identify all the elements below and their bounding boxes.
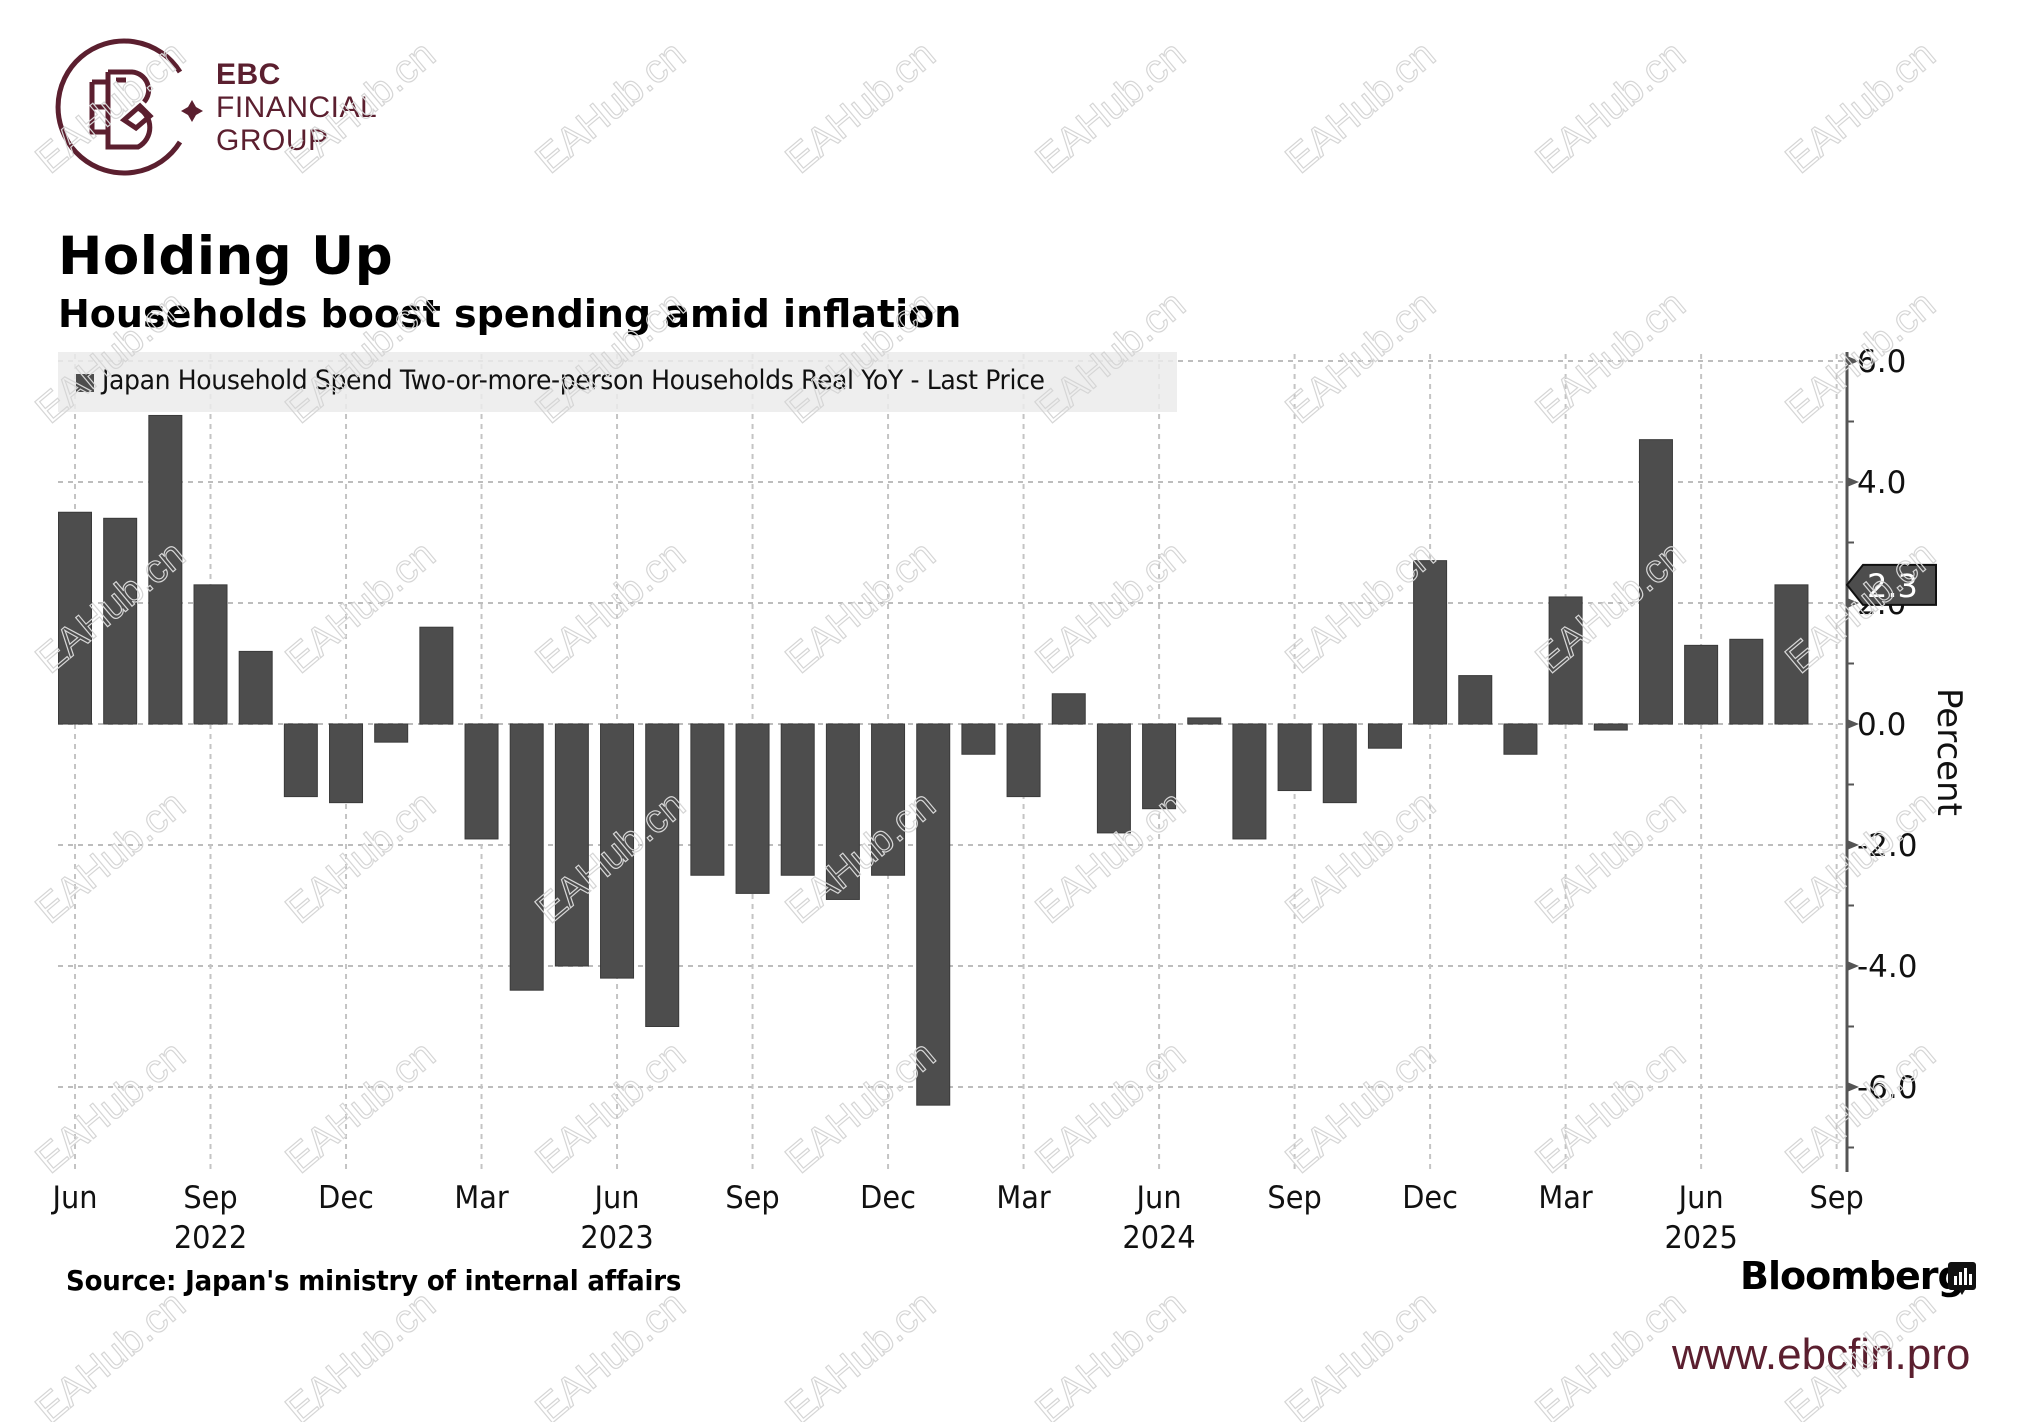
bar-2024-01 <box>916 723 951 1106</box>
last-value-tag-label: 2.3 <box>1867 567 1918 605</box>
last-value-tag: 2.3 <box>1845 563 1937 606</box>
legend-swatch <box>76 374 94 392</box>
bar-2025-03 <box>1548 596 1583 725</box>
bar-2024-09 <box>1277 723 1312 792</box>
bar-2023-02 <box>419 626 454 725</box>
bar-2024-03 <box>1006 723 1041 798</box>
x-tick-label: Sep <box>183 1180 237 1216</box>
y-tick-label: 6.0 <box>1857 344 1906 380</box>
bar-2022-12 <box>329 723 364 804</box>
bar-2023-09 <box>735 723 770 894</box>
bar-2023-08 <box>690 723 725 876</box>
bar-2025-05 <box>1638 439 1673 725</box>
y-tick-label: -6.0 <box>1857 1070 1918 1106</box>
chart-subtitle: Households boost spending amid inflation <box>58 292 962 336</box>
x-year-label: 2023 <box>580 1220 653 1256</box>
bar-2024-07 <box>1187 717 1222 725</box>
x-tick-label: Jun <box>1135 1180 1182 1216</box>
legend: Japan Household Spend Two-or-more-person… <box>58 352 1177 412</box>
y-major-tick <box>1847 961 1859 971</box>
bar-2025-02 <box>1503 723 1538 755</box>
bar-2025-06 <box>1684 644 1719 725</box>
bar-2024-10 <box>1322 723 1357 804</box>
x-year-label: 2022 <box>174 1220 247 1256</box>
brand-name: EBC FINANCIAL GROUP <box>216 58 377 157</box>
bar-2024-12 <box>1413 560 1448 725</box>
bar-2024-02 <box>961 723 996 755</box>
bar-2023-06 <box>600 723 635 979</box>
bar-2024-05 <box>1096 723 1131 834</box>
legend-label: Japan Household Spend Two-or-more-person… <box>102 365 1045 396</box>
bar-2023-11 <box>825 723 860 900</box>
x-tick-label: Mar <box>454 1180 509 1216</box>
bar-2025-04 <box>1593 723 1628 731</box>
last-value-tag-shape <box>1845 563 1937 606</box>
y-axis-title: Percent <box>1929 688 1969 816</box>
bloomberg-chart-icon <box>1948 1262 1976 1295</box>
y-major-tick <box>1847 840 1859 850</box>
bar-2024-06 <box>1142 723 1177 810</box>
y-tick-label: -4.0 <box>1857 949 1918 985</box>
bar-2023-04 <box>509 723 544 991</box>
y-major-tick <box>1847 598 1859 608</box>
brand-name-line1: EBC <box>216 58 281 91</box>
publisher-logo: Bloomberg <box>1740 1254 1965 1298</box>
x-axis: Jun Sep 2022 Dec Mar Jun 2023 Sep Dec Mar Jun 2024 S… <box>51 1180 1864 1256</box>
source-note: Source: Japan's ministry of internal aff… <box>66 1264 682 1297</box>
bar-2023-03 <box>464 723 499 840</box>
bar-2024-08 <box>1232 723 1267 840</box>
x-tick-label: Dec <box>860 1180 916 1216</box>
bar-2022-07 <box>103 517 138 725</box>
website-url[interactable]: www.ebcfin.pro <box>1672 1330 1971 1379</box>
y-major-tick <box>1847 719 1859 729</box>
bar-2023-12 <box>871 723 906 876</box>
x-tick-label: Sep <box>1267 1180 1321 1216</box>
bar-2022-11 <box>283 723 318 798</box>
y-tick-label: 4.0 <box>1857 465 1906 501</box>
brand-name-line3: GROUP <box>216 124 329 157</box>
bar-2023-10 <box>780 723 815 876</box>
y-major-tick <box>1847 356 1859 366</box>
bar-2022-09 <box>193 584 228 725</box>
bar-2022-06 <box>58 511 92 725</box>
x-tick-label: Mar <box>996 1180 1051 1216</box>
x-tick-label: Sep <box>1809 1180 1863 1216</box>
x-tick-label: Jun <box>51 1180 98 1216</box>
grid-lines <box>58 354 1843 1172</box>
bars <box>58 414 1809 1106</box>
bar-2025-07 <box>1729 638 1764 725</box>
x-tick-label: Sep <box>725 1180 779 1216</box>
bar-2022-10 <box>238 650 273 725</box>
bar-2023-01 <box>374 723 409 743</box>
x-tick-label: Jun <box>593 1180 640 1216</box>
ebc-logo-icon <box>55 38 203 176</box>
brand-name-line2: FINANCIAL <box>216 91 378 124</box>
bar-2025-01 <box>1458 675 1493 725</box>
x-tick-label: Mar <box>1538 1180 1593 1216</box>
x-tick-label: Dec <box>318 1180 374 1216</box>
y-major-tick <box>1847 1082 1859 1092</box>
x-year-label: 2025 <box>1664 1220 1737 1256</box>
y-tick-label: -2.0 <box>1857 828 1918 864</box>
x-year-label: 2024 <box>1122 1220 1195 1256</box>
bar-2024-11 <box>1367 723 1402 749</box>
x-tick-label: Jun <box>1677 1180 1724 1216</box>
bar-2022-08 <box>148 414 183 725</box>
bar-2023-05 <box>554 723 589 967</box>
bar-2024-04 <box>1051 693 1086 725</box>
y-tick-label: 0.0 <box>1857 707 1906 743</box>
bar-2023-07 <box>645 723 680 1027</box>
x-tick-label: Dec <box>1402 1180 1458 1216</box>
chart-title: Holding Up <box>58 226 394 287</box>
bar-2025-08 <box>1774 584 1809 725</box>
y-major-tick <box>1847 477 1859 487</box>
